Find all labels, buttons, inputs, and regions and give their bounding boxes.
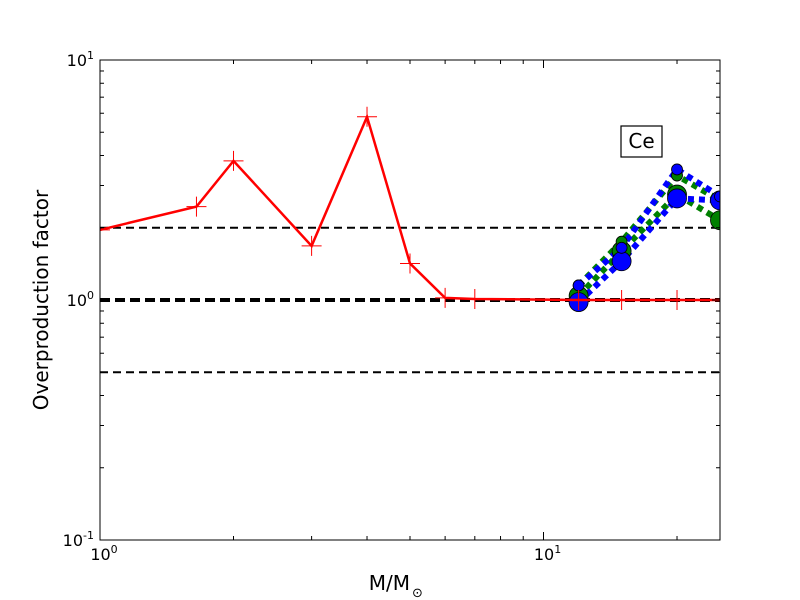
annotation-border [620,125,663,158]
plot-frame [99,59,721,541]
series-0-point-5 [400,253,420,274]
series-0-point-1 [186,196,207,217]
x-axis-label-subscript: ⊙ [412,586,423,600]
series-1-point-3 [710,210,720,231]
x-axis-label-group: M/M ⊙ [369,571,423,600]
series-0-point-0 [100,219,110,240]
y-tick-label-0: 10-1 [63,529,94,550]
y-axis-label: Overproduction factor [29,189,53,410]
series-2-point-4 [572,279,585,292]
series-2-line-a [576,195,720,305]
annotation-label: Ce [628,129,654,153]
series-0-point-6 [435,287,456,308]
series-2-point-1 [611,251,632,272]
x-tick-label-0: 100 [90,543,117,564]
series-0-point-7 [464,288,485,309]
series-0-point-4 [357,106,378,127]
x-axis-label: M/M [369,571,410,595]
series-2-line-b [576,165,720,288]
series-0-point-3 [301,235,322,256]
series-2-point-6 [671,163,683,176]
series-1-line-b [576,171,720,288]
y-tick-label-2: 101 [67,49,94,70]
series-2-point-2 [667,188,687,209]
series-layer [100,106,720,313]
series-0-point-2 [223,150,244,171]
series-0-point-8 [568,290,589,310]
series-2-point-5 [615,241,628,254]
series-2-point-7 [714,190,720,203]
series-0-point-9 [611,290,632,310]
series-0-point-10 [667,290,688,310]
x-tick-label-1: 101 [534,543,561,564]
y-tick-label-1: 100 [67,289,94,310]
annotation-box: Ce [620,125,663,158]
series-1-line-a [576,190,720,298]
